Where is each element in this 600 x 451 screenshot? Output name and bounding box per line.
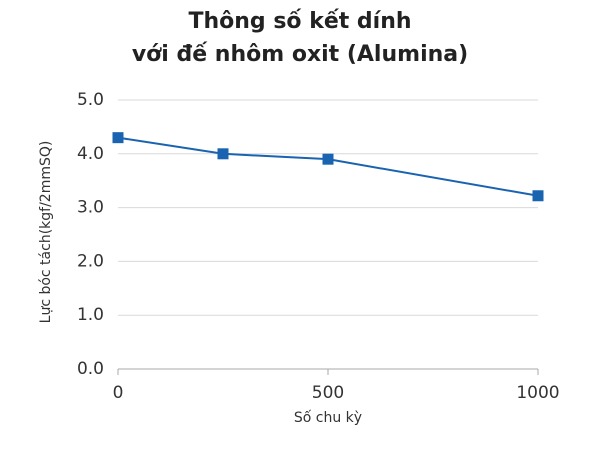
- y-tick-label: 5.0: [77, 90, 104, 110]
- marker: [322, 153, 334, 165]
- y-tick-label: 0.0: [77, 359, 104, 379]
- marker: [112, 132, 124, 144]
- x-axis-label: Số chu kỳ: [294, 409, 362, 426]
- marker: [217, 148, 229, 160]
- x-tick-label: 500: [312, 383, 344, 403]
- y-tick-label: 3.0: [77, 198, 104, 218]
- y-tick-label: 2.0: [77, 251, 104, 271]
- line: [117, 136, 539, 197]
- y-axis-label: Lực bóc tách(kgf/2mmSQ): [38, 141, 54, 324]
- x-tick-label: 0: [113, 383, 124, 403]
- y-tick-label: 1.0: [77, 305, 104, 325]
- marker: [532, 190, 544, 202]
- y-tick-label: 4.0: [77, 144, 104, 164]
- chart-title: với đế nhôm oxit (Alumina): [132, 42, 468, 67]
- x-tick-label: 1000: [516, 383, 559, 403]
- chart-title: Thông số kết dính: [188, 9, 411, 34]
